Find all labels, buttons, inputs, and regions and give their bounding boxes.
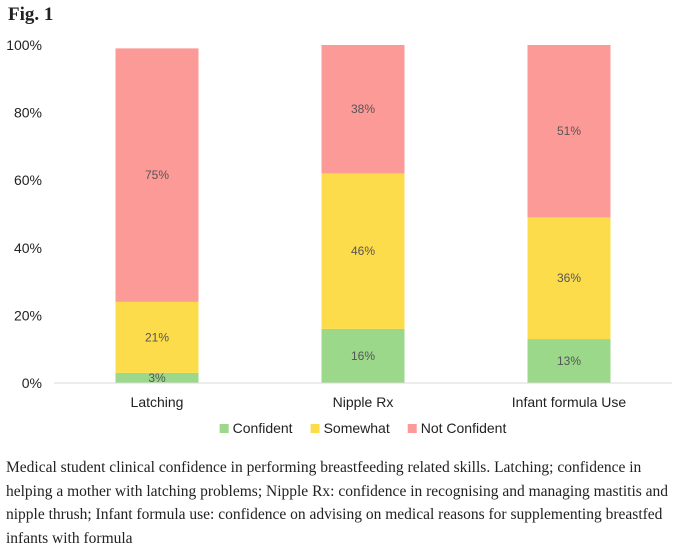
bar-segment [321,328,405,383]
data-label: 38% [351,102,375,116]
bar-segment [527,45,611,218]
y-tick-label: 0% [22,375,42,391]
bars: 3% 21% 75% 16% 46% 38% 13% 36% 51% [115,45,611,385]
y-tick-label: 20% [14,307,42,323]
data-label: 75% [145,168,169,182]
legend-label: Somewhat [324,420,390,436]
y-tick-label: 60% [14,172,42,188]
bar-segment [321,45,405,174]
legend-label: Not Confident [421,420,507,436]
x-category-label: Latching [131,394,184,410]
bar-segment [115,48,199,302]
stacked-bar-chart: 0%20%40%60%80%100% 3%21%75%16%46%38%13%3… [6,37,672,436]
data-label: 46% [351,244,375,258]
y-axis: 0% 20% 40% 60% 80% 100% [6,37,42,391]
x-category-label: Infant formula Use [512,394,627,410]
data-label: 36% [557,271,581,285]
figure-label: Fig. 1 [8,4,54,25]
data-label: 13% [557,354,581,368]
bar-segment [115,301,199,373]
legend-item: Confident [219,420,293,436]
y-tick-label: 40% [14,240,42,256]
bar-segment [527,217,611,340]
bar-segment [321,173,405,329]
data-label: 16% [351,349,375,363]
x-axis: Latching Nipple Rx Infant formula Use [131,394,627,410]
bar-segment [115,372,199,383]
data-label: 51% [557,124,581,138]
x-category-label: Nipple Rx [333,394,394,410]
data-label: 21% [145,330,169,344]
legend-swatch [219,424,229,433]
legend-swatch [310,424,320,433]
data-label: 3% [148,371,166,385]
legend-swatch [407,424,417,433]
legend-item: Somewhat [310,420,390,436]
bar-segment [527,339,611,383]
figure-caption: Medical student clinical confidence in p… [6,459,669,547]
y-tick-label: 80% [14,105,42,121]
y-tick-label: 100% [6,37,42,53]
legend-item: Not Confident [407,420,507,436]
legend: Confident Somewhat Not Confident [219,420,507,436]
legend-label: Confident [233,420,293,436]
